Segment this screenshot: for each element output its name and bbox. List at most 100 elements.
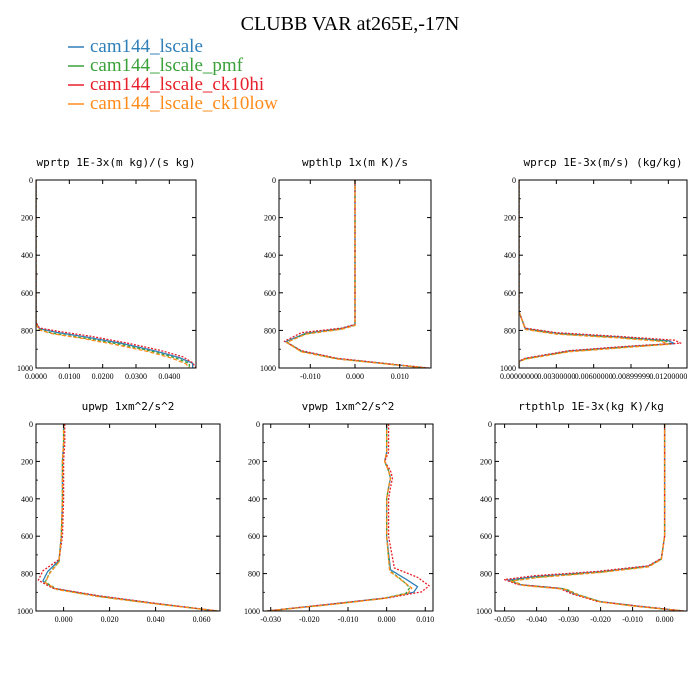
x-tick-label: -0.020 (299, 615, 320, 624)
y-tick-label: 0 (256, 420, 260, 429)
y-tick-label: 0 (488, 420, 492, 429)
x-tick-label: 0.010 (391, 372, 409, 381)
x-tick-label: -0.050 (494, 615, 515, 624)
y-tick-label: 0 (272, 176, 276, 185)
y-tick-label: 1000 (476, 607, 492, 616)
series-line (44, 424, 218, 611)
x-tick-label: 0.000 (656, 615, 674, 624)
series-group (283, 180, 429, 368)
legend: cam144_lscalecam144_lscale_pmfcam144_lsc… (68, 36, 278, 114)
y-tick-label: 800 (264, 326, 276, 335)
y-tick-label: 400 (248, 495, 260, 504)
y-tick-label: 800 (21, 570, 33, 579)
chart-panel: wprcp 1E-3x(m/s) (kg/kg) 0 200 400 600 800 100… (500, 156, 688, 381)
y-tick-label: 800 (21, 326, 33, 335)
y-tick-label: 200 (21, 457, 33, 466)
series-line (36, 180, 196, 368)
series-line (510, 424, 684, 611)
series-line (36, 180, 190, 368)
x-tick-label: -0.040 (526, 615, 547, 624)
x-tick-label: 0.00000000 (500, 372, 538, 381)
y-tick-label: 600 (21, 532, 33, 541)
x-tick-label: 0.0200 (92, 372, 114, 381)
plot-frame (262, 423, 434, 612)
series-line (503, 424, 684, 611)
x-tick-label: 0.000 (55, 615, 73, 624)
y-tick-label: 600 (264, 289, 276, 298)
series-group (503, 424, 684, 611)
x-tick-label: -0.010 (338, 615, 359, 624)
x-tick-label: -0.030 (260, 615, 281, 624)
x-tick-label: -0.020 (590, 615, 611, 624)
legend-entry: cam144_lscale_pmf (90, 55, 244, 76)
panel-title: vpwp 1xm^2/s^2 (302, 400, 395, 413)
y-tick-label: 0 (29, 176, 33, 185)
y-tick-label: 1000 (260, 364, 276, 373)
y-tick-label: 1000 (17, 607, 33, 616)
y-tick-label: 1000 (500, 364, 516, 373)
x-tick-label: 0.020 (101, 615, 119, 624)
series-line (36, 180, 194, 368)
y-tick-label: 600 (504, 289, 516, 298)
legend-entry: cam144_lscale (90, 36, 203, 57)
y-tick-label: 400 (504, 251, 516, 260)
y-tick-label: 200 (248, 457, 260, 466)
panel-title: wprcp 1E-3x(m/s) (kg/kg) (524, 156, 683, 169)
series-line (266, 424, 419, 611)
y-tick-label: 600 (248, 532, 260, 541)
y-tick-label: 600 (21, 289, 33, 298)
y-tick-label: 200 (504, 214, 516, 223)
x-tick-label: 0.060 (193, 615, 211, 624)
chart-panel: vpwp 1xm^2/s^2 0 200 400 600 800 1000-0.030 -0.… (244, 400, 434, 624)
series-line (44, 424, 218, 611)
series-line (42, 424, 218, 611)
series-line (266, 424, 413, 611)
y-tick-label: 400 (21, 495, 33, 504)
series-line (510, 424, 684, 611)
chart-panel: upwp 1xm^2/s^2 0 200 400 600 800 1000 0.000 0.02… (17, 400, 221, 624)
x-tick-label: -0.010 (300, 372, 321, 381)
x-tick-label: 0.00300000 (537, 372, 575, 381)
chart-panel: wprtp 1E-3x(m kg)/(s kg) 0 200 400 600 800 100… (17, 156, 197, 381)
x-tick-label: -0.030 (558, 615, 579, 624)
x-tick-label: 0.000 (378, 615, 396, 624)
y-tick-label: 400 (264, 251, 276, 260)
y-tick-label: 0 (512, 176, 516, 185)
series-line (519, 180, 669, 368)
y-tick-label: 400 (21, 251, 33, 260)
y-tick-label: 600 (480, 532, 492, 541)
series-group (519, 180, 682, 368)
x-tick-label: 0.010 (416, 615, 434, 624)
panels: wprtp 1E-3x(m kg)/(s kg) 0 200 400 600 800 100… (17, 156, 688, 624)
x-tick-label: 0.0400 (158, 372, 180, 381)
x-tick-label: 0.0300 (125, 372, 147, 381)
plot-frame (494, 423, 688, 612)
series-line (266, 424, 430, 611)
panel-title: wpthlp 1x(m K)/s (302, 156, 408, 169)
y-tick-label: 1000 (244, 607, 260, 616)
x-tick-label: 0.0000 (25, 372, 47, 381)
x-tick-label: -0.010 (622, 615, 643, 624)
series-line (36, 180, 190, 368)
legend-entry: cam144_lscale_ck10low (90, 93, 278, 114)
series-line (519, 180, 682, 368)
chart-panel: rtpthlp 1E-3x(kg K)/kg02004006008001000-… (476, 400, 688, 624)
series-line (286, 180, 427, 368)
series-group (37, 424, 218, 611)
series-group (36, 180, 196, 368)
series-line (283, 180, 429, 368)
figure-title: CLUBB VAR at265E,-17N (241, 13, 460, 35)
x-tick-label: 0.040 (147, 615, 165, 624)
y-tick-label: 200 (21, 214, 33, 223)
y-tick-label: 0 (29, 420, 33, 429)
series-group (266, 424, 430, 611)
legend-entry: cam144_lscale_ck10hi (90, 74, 264, 95)
x-tick-label: 0.00899999 (612, 372, 650, 381)
chart-panel: wpthlp 1x(m K)/s 0 200 400 600 800 1000 -0.010 0… (260, 156, 432, 381)
y-tick-label: 800 (248, 570, 260, 579)
series-line (37, 424, 218, 611)
plot-frame (35, 179, 197, 369)
series-line (507, 424, 684, 611)
panel-title: rtpthlp 1E-3x(kg K)/kg (518, 400, 664, 413)
